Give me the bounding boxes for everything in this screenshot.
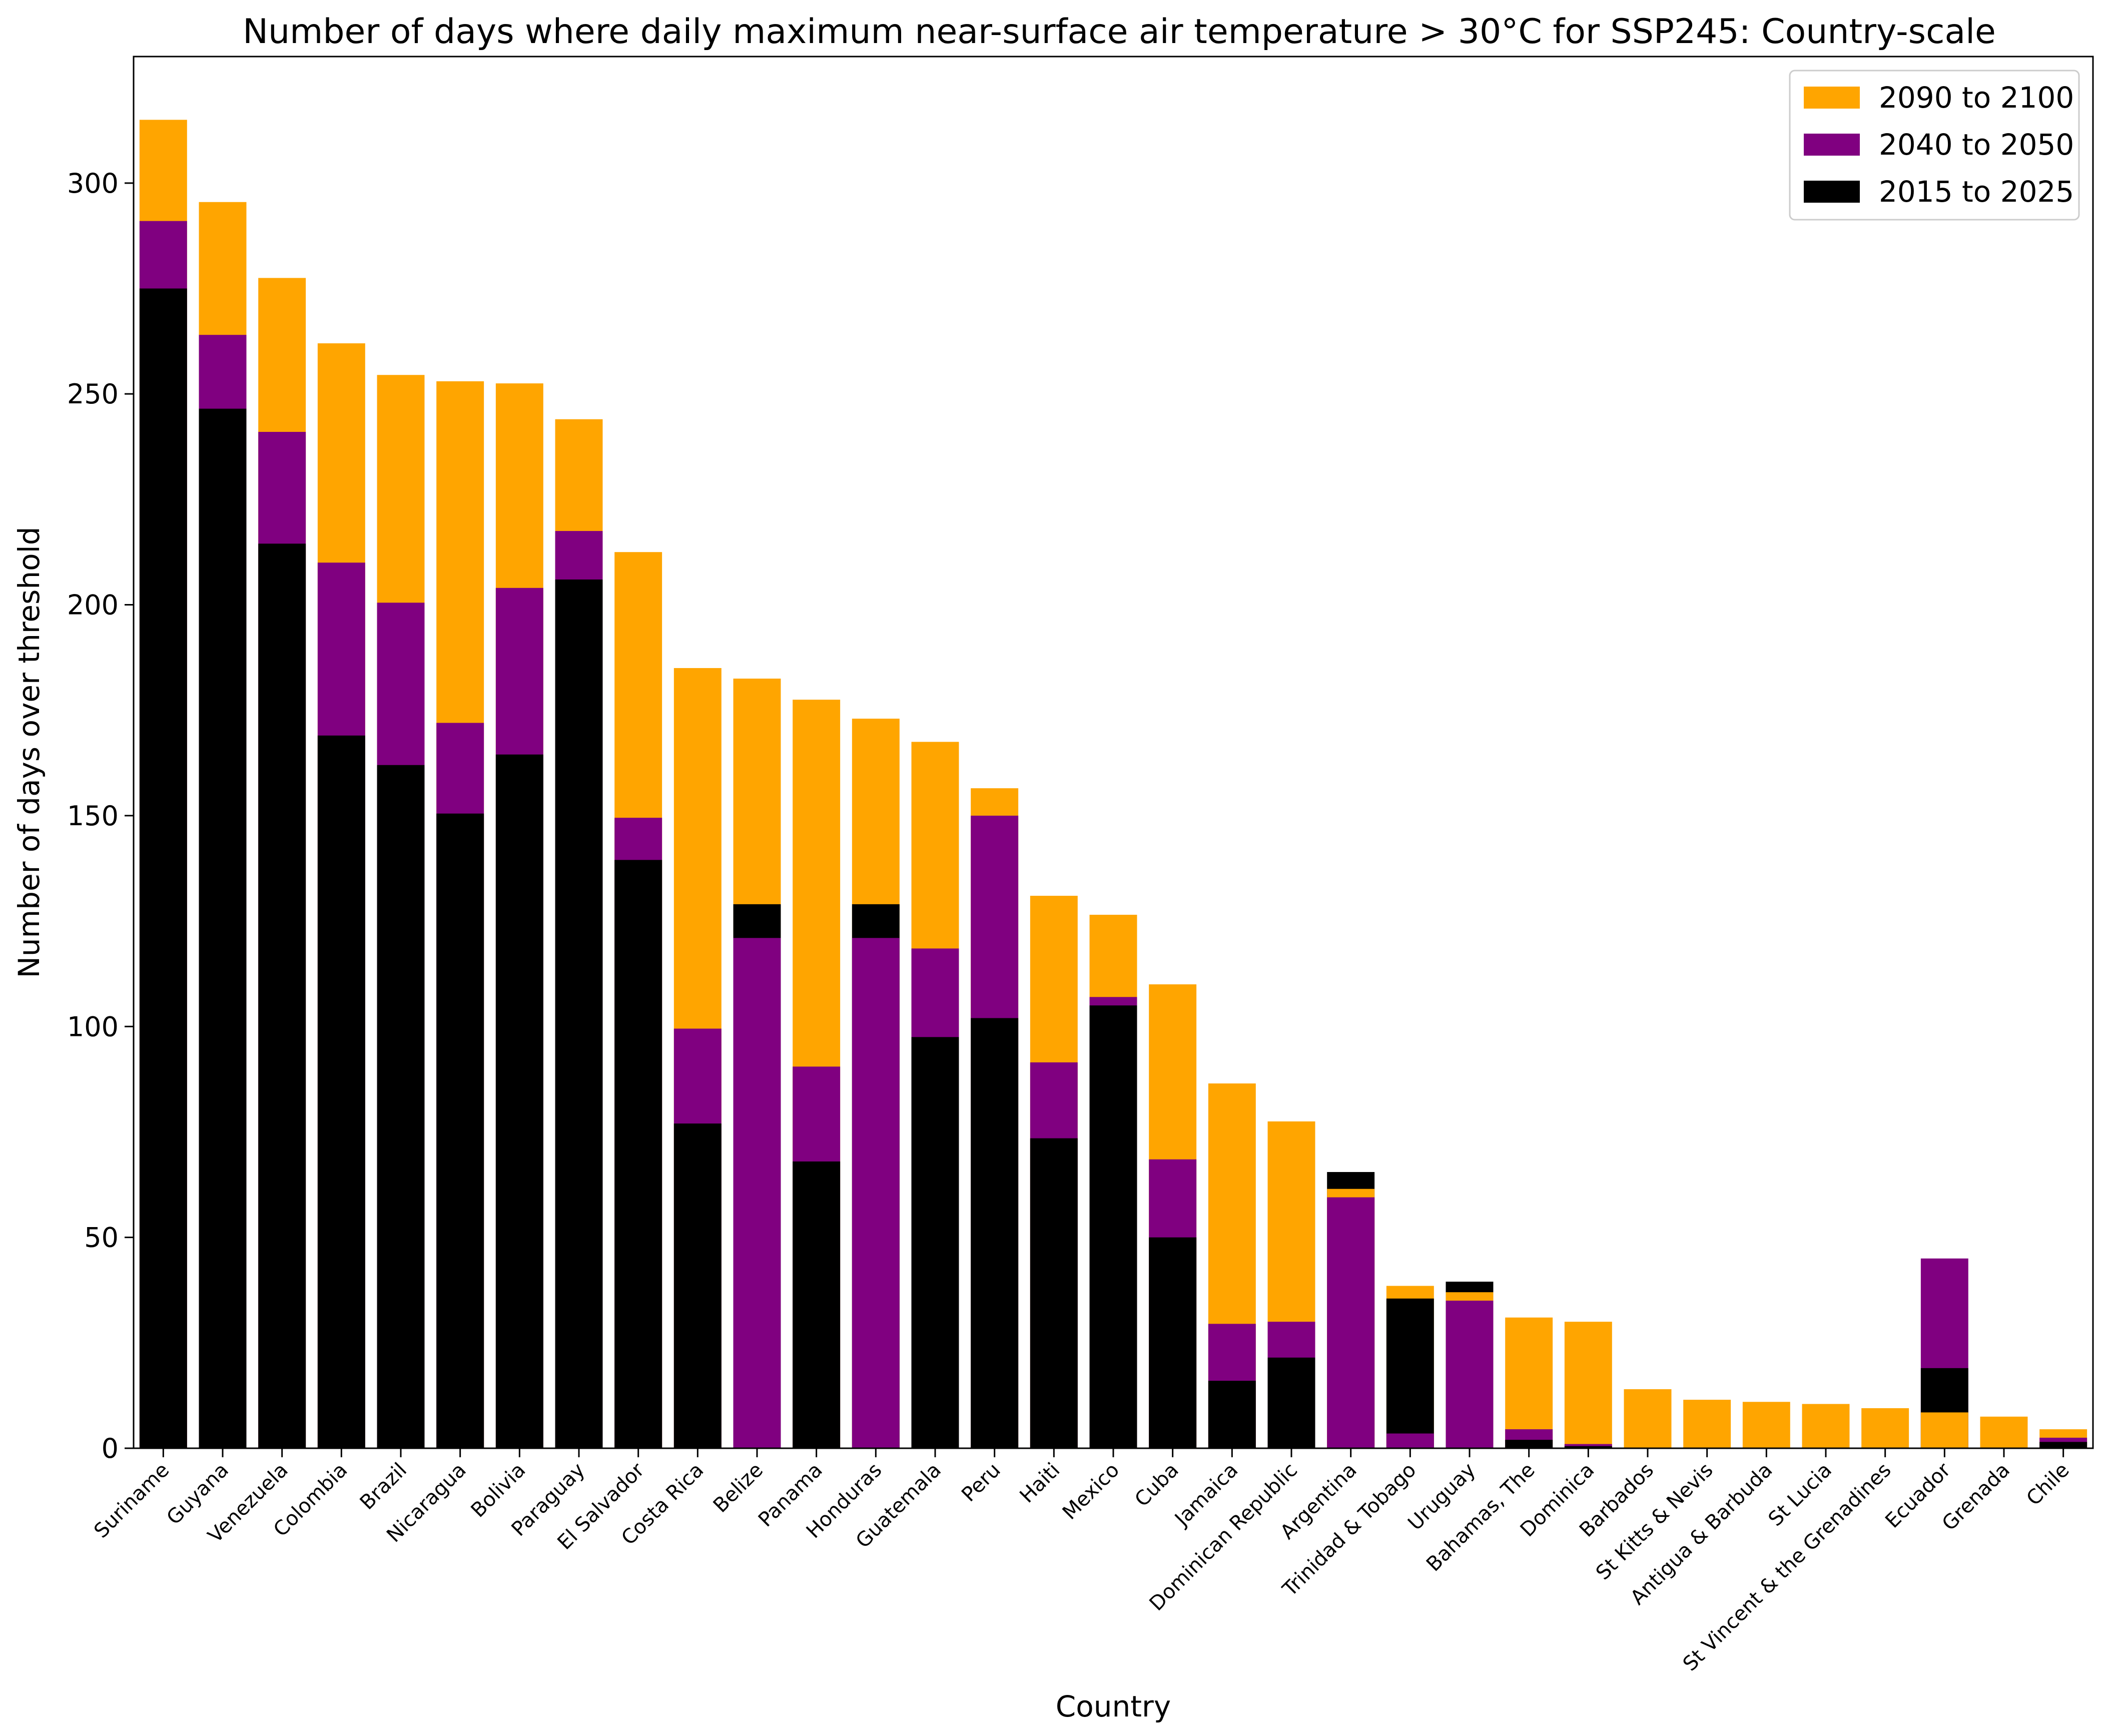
bar-costa-rica-series-2 (673, 1123, 722, 1448)
bar-belize-series-1 (733, 938, 781, 1448)
bar-colombia-series-2 (317, 735, 365, 1448)
bar-uruguay-series-1 (1446, 1301, 1494, 1448)
legend-swatch (1804, 181, 1860, 203)
bar-ecuador-series-0 (1920, 1412, 1968, 1448)
bar-panama-series-2 (793, 1161, 841, 1448)
x-tick-label: Mexico (1058, 1459, 1124, 1524)
bar-dominican-republic-series-2 (1267, 1357, 1315, 1448)
bar-venezuela-series-2 (258, 543, 306, 1448)
x-tick-label: Chile (2022, 1459, 2073, 1510)
legend-box (1789, 70, 2080, 221)
bar-argentina-series-1 (1327, 1197, 1375, 1448)
bar-bolivia-series-2 (495, 754, 543, 1448)
bar-guatemala-series-2 (911, 1037, 959, 1448)
x-tick-label: Cuba (1130, 1459, 1183, 1511)
bar-suriname-series-2 (139, 288, 187, 1448)
y-tick-label: 300 (67, 168, 119, 199)
bar-grenada-series-0 (1980, 1416, 2028, 1448)
bar-mexico-series-2 (1089, 1005, 1137, 1448)
y-tick-label: 100 (67, 1011, 119, 1042)
bar-trinidad-tobago-series-1 (1386, 1433, 1434, 1448)
bar-honduras-series-1 (852, 938, 900, 1448)
bar-st-vincent-the-grenadines-series-0 (1861, 1408, 1909, 1448)
bar-nicaragua-series-2 (436, 813, 484, 1448)
x-tick-label: Belize (709, 1459, 768, 1517)
y-tick-label: 250 (67, 378, 119, 410)
bar-bahamas-the-series-0 (1505, 1317, 1553, 1448)
bar-barbados-series-0 (1624, 1389, 1672, 1448)
bar-bahamas-the-series-2 (1505, 1440, 1553, 1448)
y-axis: 0 50 100 150 200 250 300 (67, 168, 134, 1464)
legend-swatch (1804, 87, 1860, 109)
chart-title: Number of days where daily maximum near-… (243, 12, 1996, 52)
y-tick-label: 150 (67, 800, 119, 832)
y-tick-label: 200 (67, 590, 119, 621)
x-tick-label: Bahamas, The (1422, 1459, 1540, 1576)
bar-chile-series-2 (2039, 1442, 2087, 1448)
legend-label: 2090 to 2100 (1879, 81, 2074, 115)
bar-st-lucia-series-0 (1802, 1404, 1850, 1448)
plot-frame (133, 56, 2094, 1449)
bar-peru-series-2 (971, 1018, 1019, 1448)
legend: 2090 to 2100 2040 to 2050 2015 to 2025 (1789, 70, 2080, 221)
bar-dominica-series-2 (1564, 1446, 1612, 1448)
legend-swatch (1804, 134, 1860, 156)
x-axis-label: Country (1056, 1689, 1171, 1723)
bar-paraguay-series-2 (555, 579, 603, 1448)
x-tick-label: Brazil (356, 1459, 411, 1514)
bar-dominica-series-0 (1564, 1322, 1612, 1448)
x-tick-label: Haiti (1015, 1459, 1064, 1508)
bar-brazil-series-2 (377, 765, 425, 1448)
y-tick-label: 50 (84, 1222, 119, 1254)
bars-layer (139, 120, 2087, 1449)
bar-haiti-series-2 (1030, 1138, 1078, 1448)
x-tick-label: Suriname (90, 1459, 174, 1543)
bar-cuba-series-2 (1149, 1237, 1197, 1448)
bar-guyana-series-2 (199, 408, 247, 1448)
bar-antigua-barbuda-series-0 (1742, 1402, 1790, 1448)
bar-jamaica-series-2 (1208, 1381, 1256, 1448)
y-axis-label: Number of days over threshold (12, 526, 46, 978)
bar-trinidad-tobago-series-2 (1386, 1298, 1434, 1448)
x-tick-label: Peru (957, 1459, 1005, 1507)
legend-label: 2040 to 2050 (1879, 128, 2074, 162)
legend-label: 2015 to 2025 (1879, 175, 2074, 209)
y-tick-label: 0 (102, 1433, 119, 1464)
bar-st-kitts-nevis-series-0 (1683, 1400, 1731, 1448)
bar-el-salvador-series-2 (614, 860, 662, 1448)
